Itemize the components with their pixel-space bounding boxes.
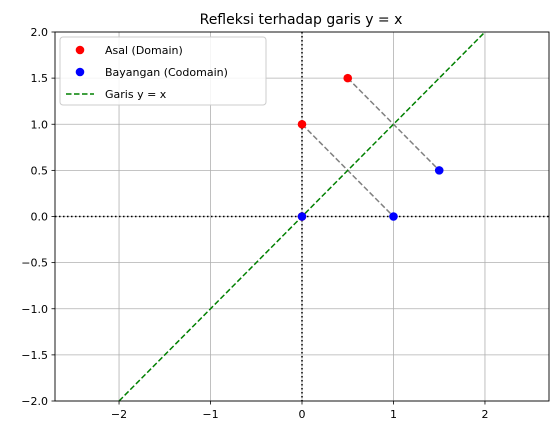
axis-ticks: −2 −1 0 1 2 −2.0 −1.5 −1.0 −0.5 0.0 0.5 1.0 1.5 2.0 (21, 26, 488, 421)
legend: Asal (Domain) Bayangan (Codomain) Garis y … (59, 36, 267, 106)
legend-label: Bayangan (Codomain) (105, 66, 228, 79)
x-tick-label: −2 (111, 408, 127, 421)
legend-swatch-marker (75, 67, 85, 77)
y-tick-label: −0.5 (21, 257, 48, 270)
y-tick-label: 0.0 (31, 211, 49, 224)
y-tick-label: 0.5 (31, 164, 49, 177)
y-tick-label: 1.0 (31, 118, 49, 131)
y-tick-label: −1.0 (21, 303, 48, 316)
x-tick-label: 0 (299, 408, 306, 421)
legend-label: Asal (Domain) (105, 44, 183, 57)
codomain-point (297, 212, 307, 221)
domain-point (297, 119, 307, 129)
y-tick-label: −2.0 (21, 395, 48, 408)
legend-label: Garis y = x (105, 88, 167, 101)
codomain-point (434, 166, 444, 175)
reflection-connector (347, 77, 440, 171)
x-tick-label: −1 (202, 408, 218, 421)
y-tick-label: 2.0 (31, 26, 49, 39)
x-tick-label: 2 (481, 408, 488, 421)
codomain-point (389, 212, 398, 221)
y-tick-label: 1.5 (31, 72, 49, 85)
legend-box (59, 36, 267, 106)
domain-point (343, 73, 353, 83)
x-tick-label: 1 (390, 408, 397, 421)
y-tick-label: −1.5 (21, 349, 48, 362)
series-points (297, 73, 444, 221)
legend-swatch-marker (75, 45, 85, 55)
chart-title: Refleksi terhadap garis y = x (200, 12, 403, 28)
